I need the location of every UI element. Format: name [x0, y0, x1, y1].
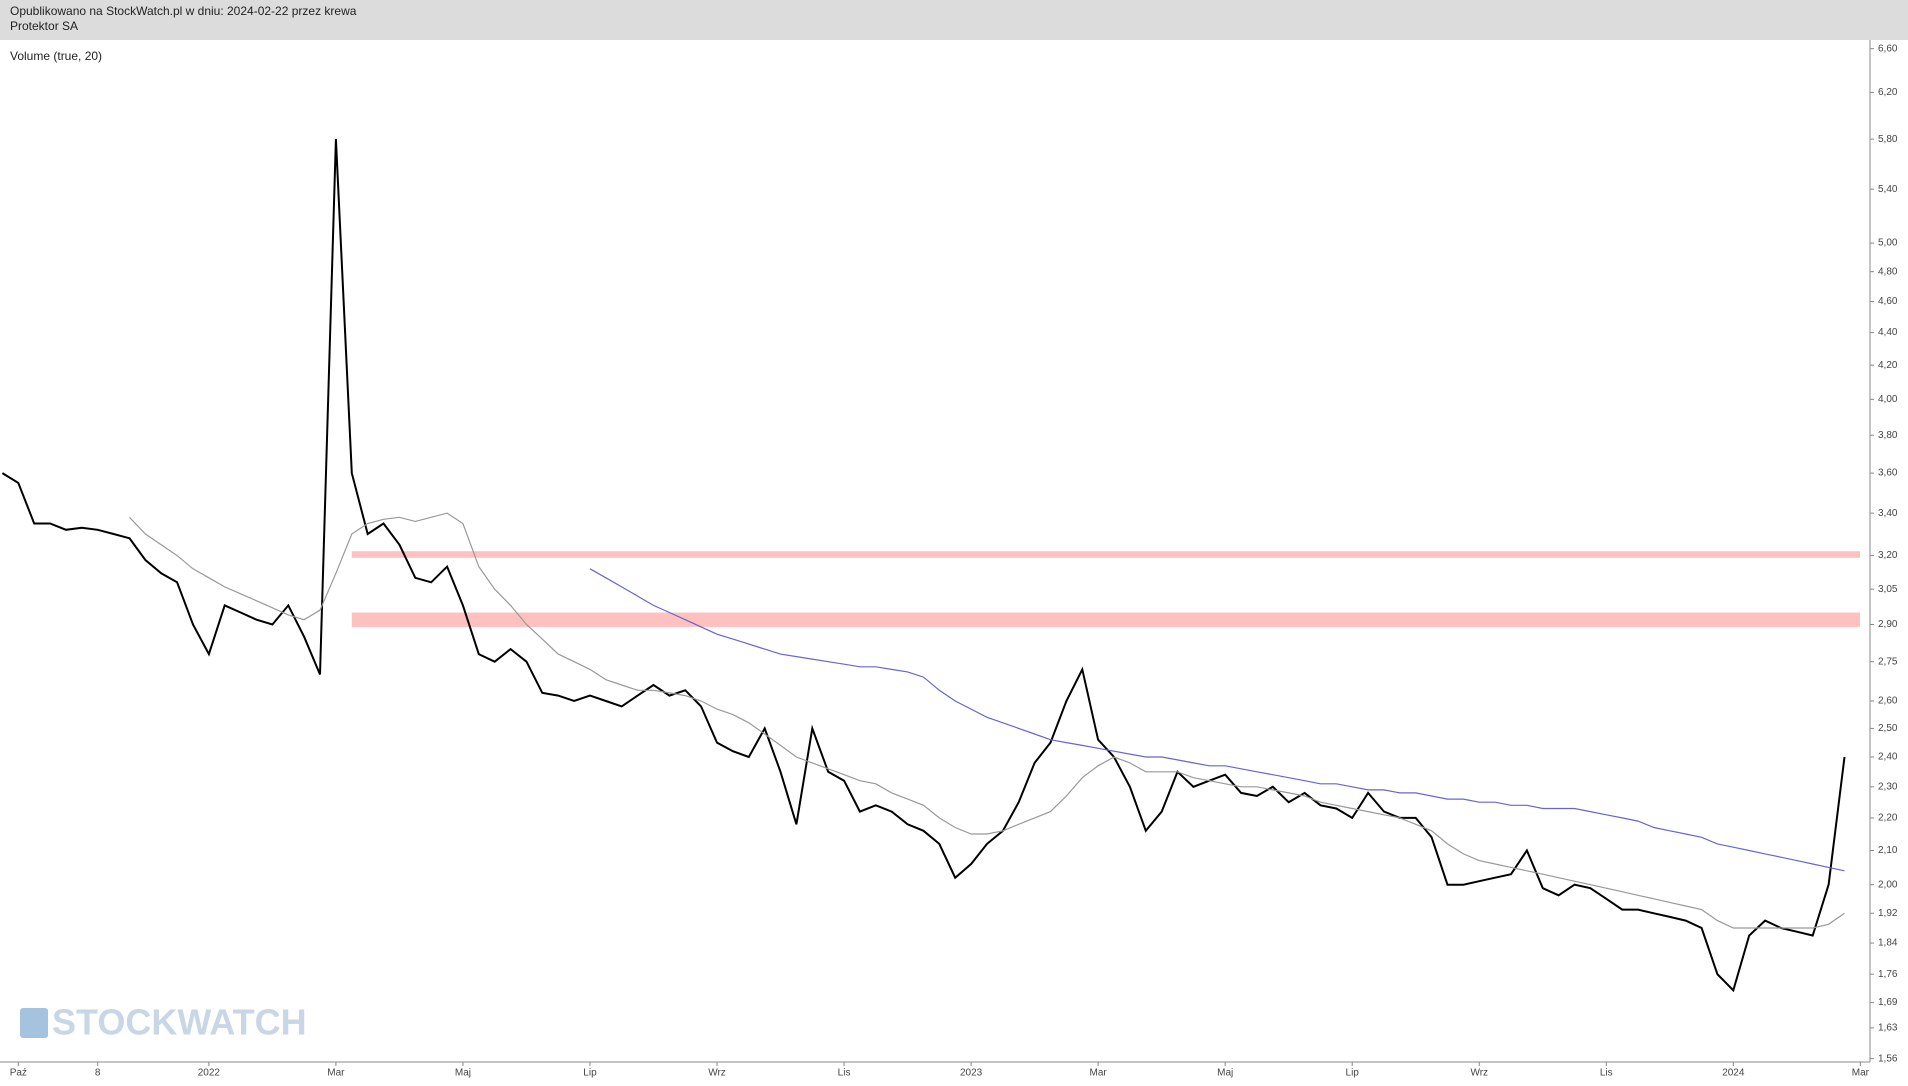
x-tick-label: 2022: [198, 1068, 221, 1079]
x-tick-label: Mar: [327, 1068, 345, 1079]
x-tick-label: 2024: [1722, 1068, 1745, 1079]
x-tick-label: Paź: [10, 1068, 27, 1079]
y-tick-label: 2,40: [1878, 752, 1898, 763]
y-tick-label: 6,20: [1878, 87, 1898, 98]
y-tick-label: 1,84: [1878, 938, 1898, 949]
y-tick-label: 3,40: [1878, 508, 1898, 519]
y-tick-label: 2,20: [1878, 813, 1898, 824]
y-tick-label: 5,40: [1878, 184, 1898, 195]
x-tick-label: Lis: [838, 1068, 851, 1079]
y-tick-label: 4,80: [1878, 266, 1898, 277]
y-tick-label: 2,90: [1878, 619, 1898, 630]
x-tick-label: Maj: [1217, 1068, 1233, 1079]
y-tick-label: 2,30: [1878, 781, 1898, 792]
y-tick-label: 4,40: [1878, 327, 1898, 338]
moving-average: [589, 568, 1845, 872]
x-tick-label: Mar: [1090, 1068, 1108, 1079]
indicator-label: Volume (true, 20): [10, 49, 102, 63]
y-tick-label: 5,80: [1878, 134, 1898, 145]
y-tick-label: 3,60: [1878, 468, 1898, 479]
y-tick-label: 2,50: [1878, 723, 1898, 734]
x-tick-label: Maj: [455, 1068, 471, 1079]
header-line: Protektor SA: [10, 19, 78, 33]
resistance-band: [351, 551, 1861, 558]
y-tick-label: 2,00: [1878, 879, 1898, 890]
x-tick-label: 8: [95, 1068, 101, 1079]
watermark: STOCKWATCH: [52, 1002, 307, 1043]
y-tick-label: 1,63: [1878, 1023, 1898, 1034]
y-tick-label: 5,00: [1878, 238, 1898, 249]
y-tick-label: 3,05: [1878, 584, 1898, 595]
x-tick-label: Mar: [1852, 1068, 1870, 1079]
moving-average: [129, 512, 1845, 929]
y-tick-label: 4,20: [1878, 360, 1898, 371]
x-tick-label: Lip: [1346, 1068, 1360, 1079]
y-tick-label: 3,80: [1878, 430, 1898, 441]
y-tick-label: 3,20: [1878, 550, 1898, 561]
header-line: Opublikowano na StockWatch.pl w dniu: 20…: [10, 4, 357, 18]
x-tick-label: Lis: [1600, 1068, 1613, 1079]
y-tick-label: 1,69: [1878, 997, 1898, 1008]
x-tick-label: 2023: [960, 1068, 983, 1079]
logo-icon: [20, 1008, 48, 1038]
x-tick-label: Lip: [583, 1068, 597, 1079]
y-tick-label: 6,60: [1878, 43, 1898, 54]
y-tick-label: 2,75: [1878, 656, 1898, 667]
y-tick-label: 1,56: [1878, 1053, 1898, 1064]
y-tick-label: 1,92: [1878, 908, 1898, 919]
y-tick-label: 2,10: [1878, 845, 1898, 856]
header-bar: [0, 0, 1908, 40]
price-line: [1, 139, 1846, 993]
y-tick-label: 4,60: [1878, 296, 1898, 307]
x-tick-label: Wrz: [708, 1068, 726, 1079]
y-tick-label: 1,76: [1878, 969, 1898, 980]
y-tick-label: 2,60: [1878, 696, 1898, 707]
y-tick-label: 4,00: [1878, 394, 1898, 405]
resistance-band: [351, 612, 1861, 627]
x-tick-label: Wrz: [1470, 1068, 1488, 1079]
